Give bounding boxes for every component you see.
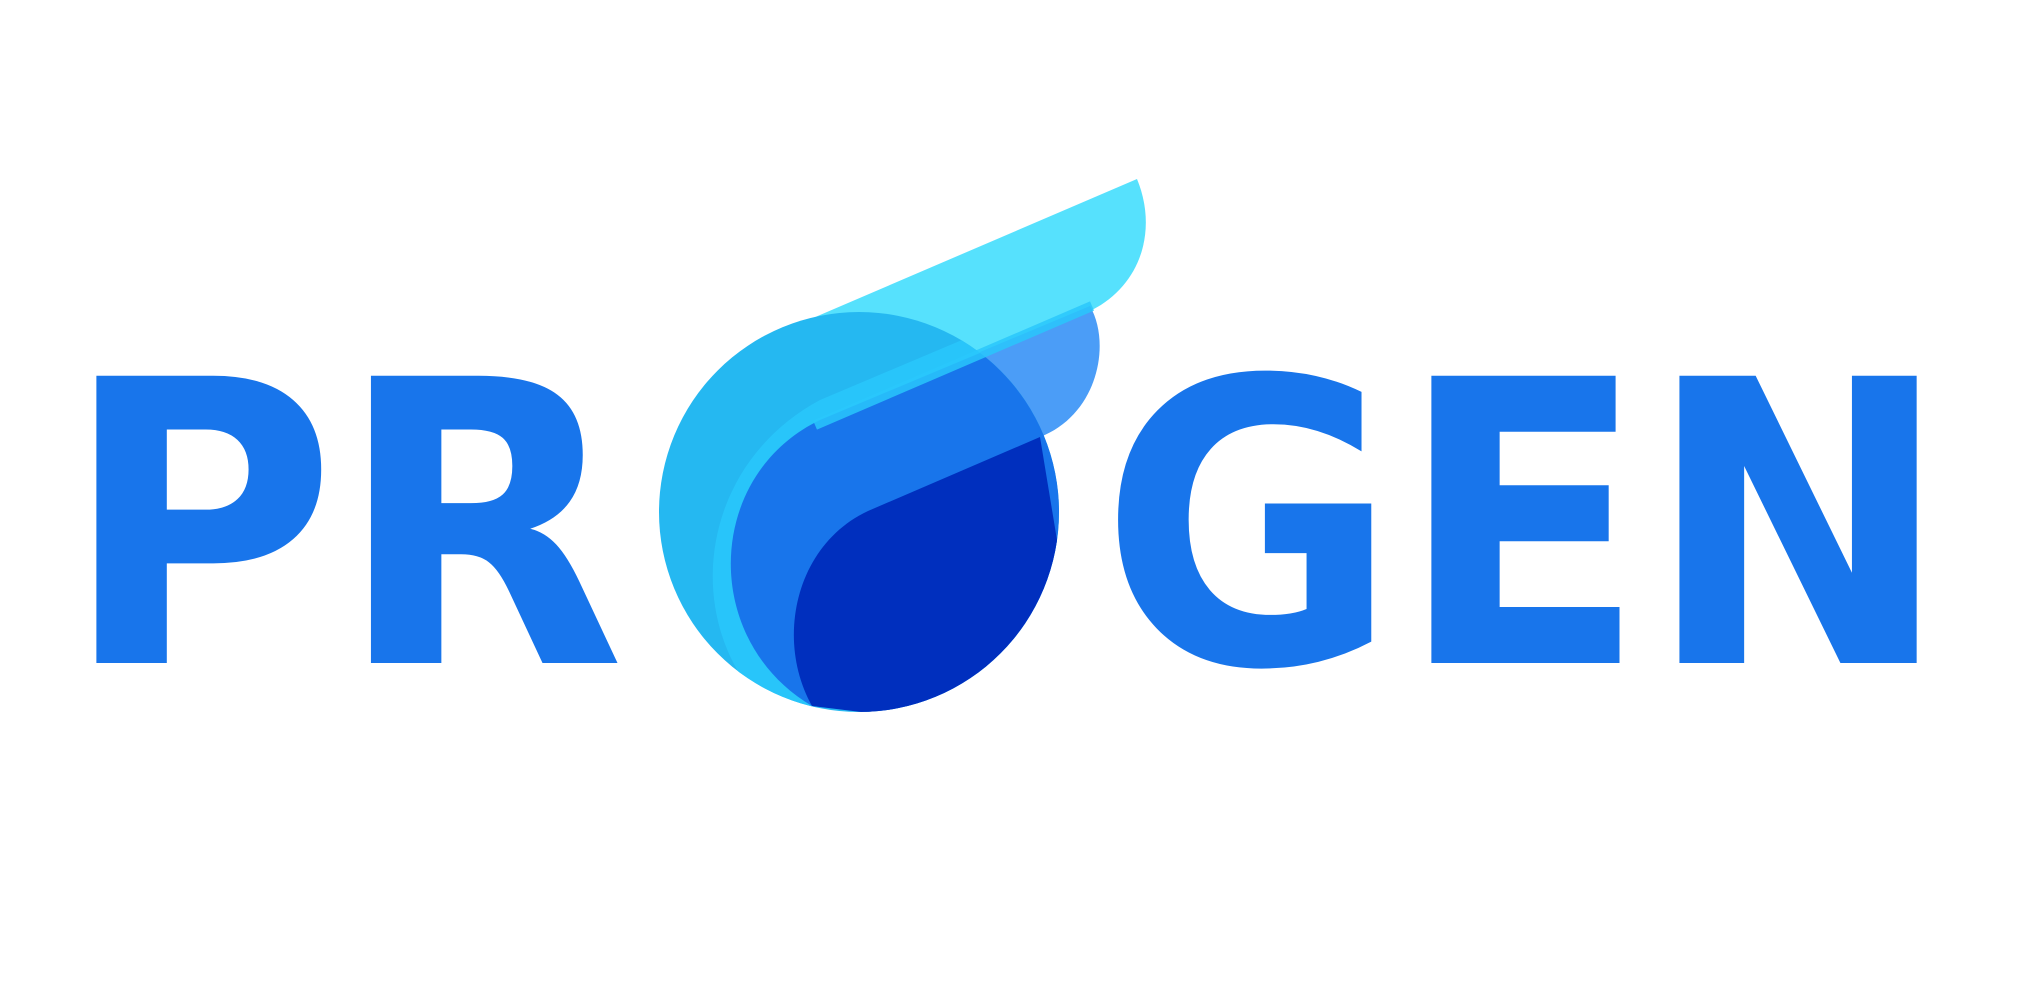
band-highlight [813, 301, 1094, 430]
wordmark-left: PR [62, 297, 625, 756]
wordmark-right: GEN [1100, 297, 1950, 756]
